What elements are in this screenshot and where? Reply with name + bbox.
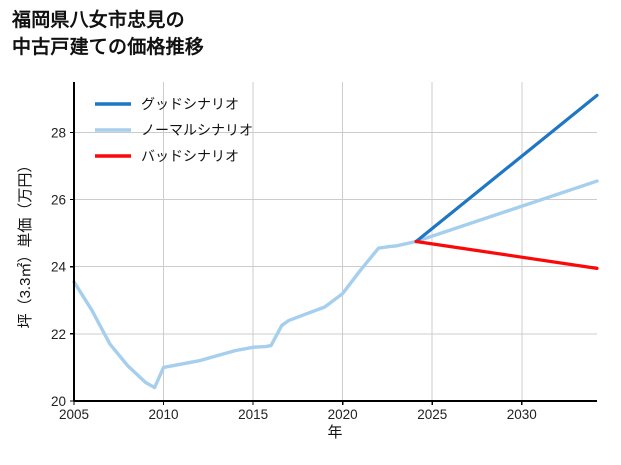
y-tick-label-26: 26 bbox=[51, 193, 66, 208]
y-tick-label-20: 20 bbox=[51, 394, 66, 409]
legend-label-1: ノーマルシナリオ bbox=[141, 122, 253, 138]
y-tick-labels: 20 22 24 26 28 bbox=[51, 125, 74, 409]
x-tick-label-2005: 2005 bbox=[59, 407, 89, 422]
x-axis-title: 年 bbox=[327, 424, 342, 441]
chart-title: 福岡県八女市忠見の 中古戸建ての価格推移 bbox=[12, 8, 204, 62]
x-tick-label-2020: 2020 bbox=[328, 407, 358, 422]
series-line-normal bbox=[72, 179, 599, 390]
x-tick-label-2030: 2030 bbox=[507, 407, 537, 422]
legend-label-0: グッドシナリオ bbox=[141, 96, 239, 112]
x-tick-label-2010: 2010 bbox=[149, 407, 179, 422]
axis-spines bbox=[72, 82, 597, 403]
chart-title-line-2: 中古戸建ての価格推移 bbox=[12, 36, 205, 58]
series-group bbox=[72, 93, 599, 390]
legend-label-2: バッドシナリオ bbox=[141, 148, 239, 164]
chart-title-line-1: 福岡県八女市忠見の bbox=[12, 10, 185, 31]
series-line-good bbox=[414, 93, 599, 244]
y-tick-label-22: 22 bbox=[51, 327, 66, 342]
y-axis-title: 坪（3.3㎡）単価（万円） bbox=[17, 158, 34, 329]
y-tick-label-24: 24 bbox=[51, 260, 67, 275]
series-line-bad bbox=[414, 239, 599, 270]
x-tick-label-2015: 2015 bbox=[238, 407, 268, 422]
x-tick-label-2025: 2025 bbox=[417, 407, 447, 422]
x-tick-labels: 2005 2010 2015 2020 2025 2030 bbox=[59, 401, 537, 422]
y-tick-label-28: 28 bbox=[51, 125, 66, 140]
